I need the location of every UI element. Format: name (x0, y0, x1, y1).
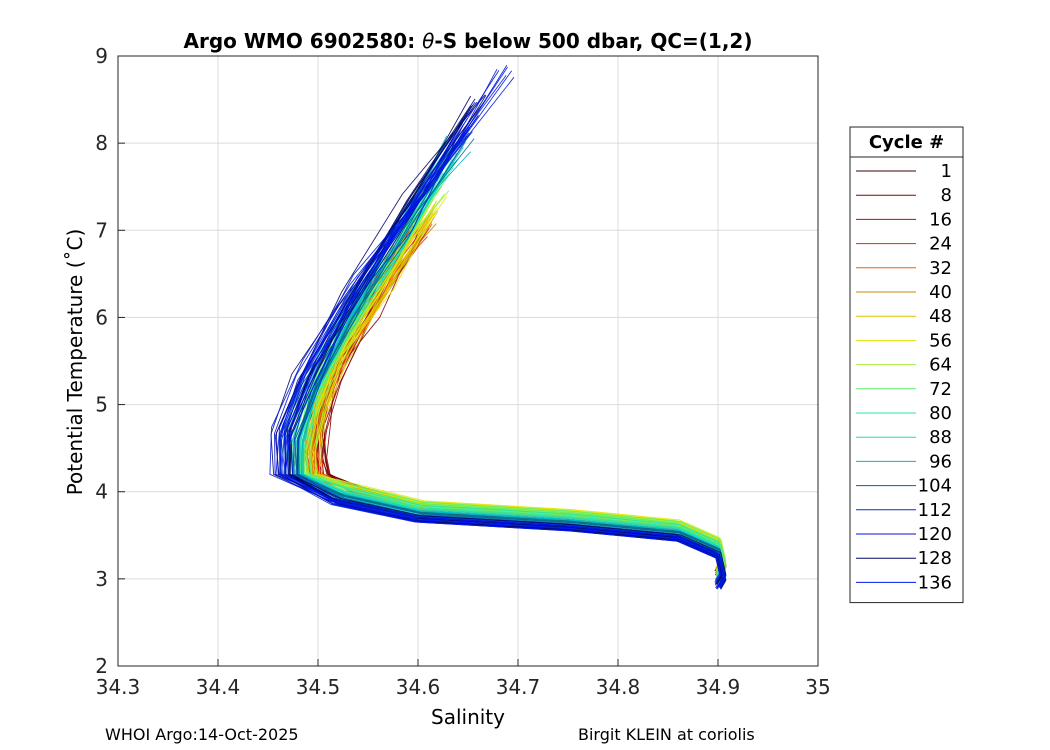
x-tick-label: 34.8 (596, 675, 641, 699)
legend-label: 80 (929, 403, 952, 424)
axes-box (117, 55, 819, 667)
legend-label: 136 (918, 572, 952, 593)
y-tick-label: 5 (95, 393, 108, 417)
legend-label: 24 (929, 234, 952, 255)
legend-label: 104 (918, 476, 952, 497)
legend-label: 64 (929, 355, 952, 376)
x-tick-label: 34.7 (496, 675, 541, 699)
legend-label: 1 (941, 161, 952, 182)
series-line (311, 207, 725, 569)
legend-label: 32 (929, 258, 952, 279)
x-tick-label: 34.5 (296, 675, 341, 699)
y-axis-label: Potential Temperature (˚C) (63, 229, 87, 496)
legend-label: 120 (918, 524, 952, 545)
tick-labels: 34.3 34.4 34.5 34.6 34.7 34.8 34.9 35 2 3 4 5 6 7 8 9 (95, 44, 830, 699)
x-tick-label: 34.3 (96, 675, 141, 699)
x-tick-label: 35 (805, 675, 830, 699)
legend-label: 56 (929, 330, 952, 351)
footer-credit-right: Birgit KLEIN at coriolis (578, 725, 755, 744)
legend-label: 88 (929, 427, 952, 448)
axes-background (118, 56, 818, 666)
y-tick-label: 2 (95, 654, 108, 678)
series-line (275, 70, 723, 590)
x-axis-label: Salinity (431, 705, 505, 729)
series-line (279, 68, 724, 586)
plot-area: 34.3 34.4 34.5 34.6 34.7 34.8 34.9 35 2 3 4 5 6 7 8 9 (95, 44, 830, 699)
legend-label: 72 (929, 379, 952, 400)
series-line (309, 173, 727, 576)
series-group (269, 64, 727, 590)
legend-label: 96 (929, 451, 952, 472)
legend-label: 48 (929, 306, 952, 327)
y-tick-label: 8 (95, 131, 108, 155)
legend-label: 16 (929, 209, 952, 230)
x-tick-label: 34.9 (696, 675, 741, 699)
footer-credit-left: WHOI Argo:14-Oct-2025 (105, 725, 299, 744)
series-line (289, 95, 727, 584)
legend-label: 40 (929, 282, 952, 303)
series-line (269, 66, 721, 585)
y-tick-label: 9 (95, 44, 108, 68)
legend-label: 8 (941, 185, 952, 206)
x-tick-label: 34.4 (196, 675, 241, 699)
series-line (283, 70, 726, 587)
legend-title: Cycle # (869, 132, 944, 153)
y-tick-label: 4 (95, 480, 108, 504)
y-tick-label: 7 (95, 218, 108, 242)
legend-label: 112 (918, 500, 952, 521)
y-tick-label: 6 (95, 305, 108, 329)
chart-title: Argo WMO 6902580: θ-S below 500 dbar, QC… (184, 29, 753, 53)
legend: Cycle # 1 8 16 24 32 40 48 56 64 72 80 88 96 104 112 120… (849, 126, 964, 604)
y-tick-label: 3 (95, 567, 108, 591)
x-tick-label: 34.6 (396, 675, 441, 699)
legend-label: 128 (918, 548, 952, 569)
series-line (285, 105, 725, 586)
